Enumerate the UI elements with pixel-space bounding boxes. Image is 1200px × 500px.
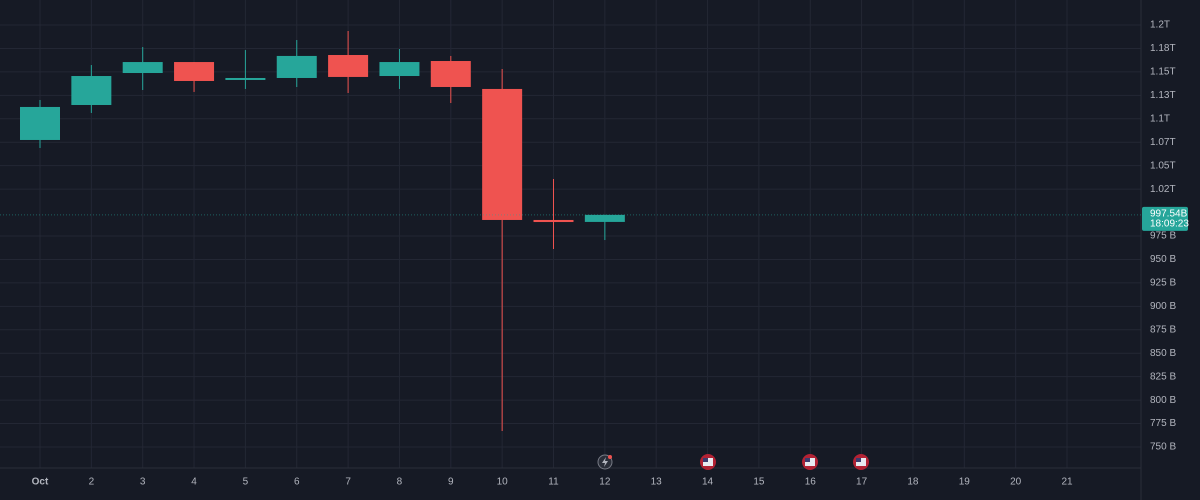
y-tick-label: 825 B (1150, 371, 1176, 382)
x-tick-label: 13 (651, 477, 663, 488)
y-tick-label: 900 B (1150, 301, 1176, 312)
candle-body (379, 62, 420, 77)
candle-body (225, 77, 266, 80)
y-tick-label: 1.18T (1150, 43, 1176, 54)
x-tick-label: 8 (397, 477, 403, 488)
y-tick-label: 975 B (1150, 231, 1176, 242)
last-price-box (1142, 206, 1188, 231)
event-icon[interactable] (700, 454, 716, 470)
candle-body (71, 76, 112, 105)
candle-body (328, 55, 369, 77)
x-tick-label: 10 (497, 477, 509, 488)
flag-icon-canton (856, 458, 861, 462)
candle-body (174, 62, 215, 81)
y-tick-label: 1.15T (1150, 67, 1176, 78)
candle-body (20, 106, 60, 140)
y-tick-label: 925 B (1150, 278, 1176, 289)
candles (20, 31, 625, 431)
y-tick-label: 1.07T (1150, 137, 1176, 148)
y-tick-label: 800 B (1150, 395, 1176, 406)
candle-body (430, 61, 471, 87)
x-tick-label: 5 (243, 477, 249, 488)
flag-icon-canton (703, 458, 708, 462)
x-tick-label: 15 (753, 477, 765, 488)
y-tick-label: 850 B (1150, 348, 1176, 359)
event-icon-dot (608, 455, 612, 459)
x-tick-label: 16 (805, 477, 817, 488)
event-icons (597, 454, 869, 470)
candle-body (482, 88, 523, 220)
y-tick-label: 1.13T (1150, 90, 1176, 101)
y-tick-label: 775 B (1150, 418, 1176, 429)
x-tick-label: 4 (191, 477, 197, 488)
y-tick-label: 1.2T (1150, 20, 1170, 31)
y-tick-label: 1.1T (1150, 113, 1170, 124)
x-tick-label: 18 (907, 477, 919, 488)
candle-body (276, 55, 317, 78)
x-tick-label: 12 (599, 477, 611, 488)
x-tick-label: 2 (89, 477, 95, 488)
event-icon[interactable] (802, 454, 818, 470)
x-tick-label: 20 (1010, 477, 1022, 488)
x-tick-label: 21 (1061, 477, 1073, 488)
countdown-label: 18:09:23 (1150, 219, 1189, 230)
candle-body (533, 219, 574, 223)
y-tick-label: 875 B (1150, 324, 1176, 335)
x-tick-label: 7 (345, 477, 351, 488)
candle-body (584, 214, 625, 222)
flag-icon-canton (805, 458, 810, 462)
y-tick-label: 1.02T (1150, 184, 1176, 195)
event-icon[interactable] (853, 454, 869, 470)
y-tick-label: 1.05T (1150, 160, 1176, 171)
axes: 1.2T1.18T1.15T1.13T1.1T1.07T1.05T1.02T97… (0, 20, 1189, 488)
event-icon-glyph (602, 457, 608, 467)
last-price-label: 997.54B (1150, 209, 1188, 220)
y-tick-label: 750 B (1150, 442, 1176, 453)
x-tick-label: 6 (294, 477, 300, 488)
x-tick-label: 19 (959, 477, 971, 488)
x-tick-label: 11 (548, 477, 559, 488)
y-tick-label: 950 B (1150, 254, 1176, 265)
x-tick-label: 17 (856, 477, 868, 488)
x-tick-label: 3 (140, 477, 146, 488)
x-tick-label: 9 (448, 477, 454, 488)
x-tick-label: 14 (702, 477, 714, 488)
candle-body (122, 62, 163, 74)
x-tick-label: Oct (32, 477, 49, 488)
